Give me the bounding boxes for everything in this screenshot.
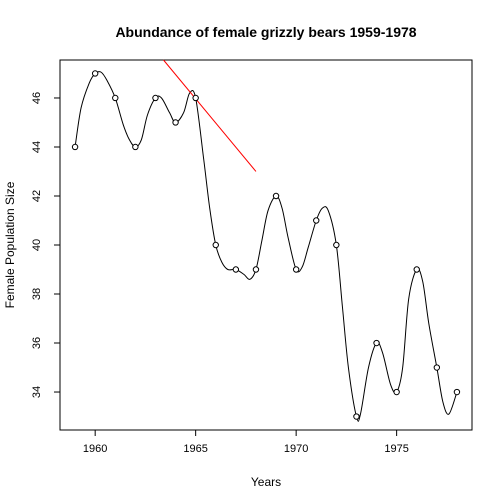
data-point (132, 143, 139, 151)
y-axis-label: Female Population Size (3, 181, 17, 308)
x-axis-label: Years (251, 475, 281, 489)
data-point (112, 94, 119, 102)
y-tick-label: 40 (31, 239, 43, 251)
plot-frame (59, 59, 473, 431)
y-tick-label: 42 (31, 190, 43, 202)
data-point (212, 241, 219, 249)
data-point (313, 217, 320, 224)
data-point (292, 266, 300, 273)
y-tick-label: 44 (31, 141, 43, 153)
chart-title: Abundance of female grizzly bears 1959-1… (115, 24, 416, 40)
data-point (433, 364, 441, 371)
data-point (172, 119, 179, 126)
data-point (91, 70, 99, 77)
x-tick-label: 1970 (284, 443, 308, 455)
smooth-curve (74, 71, 458, 422)
data-point (453, 388, 461, 396)
x-tick-label: 1960 (83, 443, 107, 455)
data-point (272, 192, 280, 200)
data-point (232, 266, 240, 273)
data-point (333, 241, 340, 249)
y-tick-label: 38 (31, 288, 43, 300)
data-point (393, 388, 400, 396)
data-point (252, 266, 260, 273)
x-axis: 1960 1965 1970 1975 (83, 430, 409, 455)
data-point (353, 413, 360, 420)
y-tick-label: 36 (31, 337, 43, 349)
data-point (413, 266, 420, 273)
y-tick-label: 46 (31, 92, 43, 104)
y-tick-label: 34 (31, 386, 43, 398)
x-tick-label: 1975 (384, 443, 408, 455)
data-point (71, 143, 79, 151)
trend-line (163, 59, 257, 172)
data-point (192, 94, 199, 102)
x-tick-label: 1965 (183, 443, 207, 455)
data-point (152, 94, 159, 102)
plot-area (71, 59, 461, 422)
y-axis: 34 36 38 40 42 44 46 (31, 92, 60, 398)
data-point (373, 339, 380, 347)
